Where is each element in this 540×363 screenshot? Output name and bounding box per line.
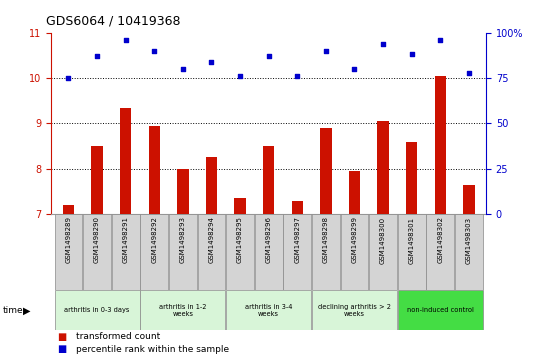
Text: GSM1498293: GSM1498293 (180, 216, 186, 264)
Bar (312, 290, 397, 330)
Text: ▶: ▶ (23, 305, 30, 315)
Point (150, 48, 159, 54)
Bar (406, 142, 417, 214)
Bar (377, 121, 389, 214)
Bar (255, 214, 282, 290)
Text: declining arthritis > 2
weeks: declining arthritis > 2 weeks (318, 304, 391, 317)
Bar (148, 126, 160, 214)
Text: GDS6064 / 10419368: GDS6064 / 10419368 (46, 15, 180, 28)
Text: transformed count: transformed count (76, 333, 160, 341)
Point (464, 70, 473, 76)
Bar (398, 290, 483, 330)
Bar (198, 214, 225, 290)
Bar (83, 214, 111, 290)
Bar (341, 214, 368, 290)
Text: GSM1498301: GSM1498301 (409, 216, 415, 264)
Bar (234, 198, 246, 214)
Text: ■: ■ (57, 332, 66, 342)
Point (207, 59, 216, 65)
Bar (320, 128, 332, 214)
Bar (263, 146, 274, 214)
Text: GSM1498303: GSM1498303 (466, 216, 472, 264)
Bar (120, 107, 131, 214)
Text: GSM1498292: GSM1498292 (151, 216, 157, 263)
Bar (140, 290, 225, 330)
Text: GSM1498291: GSM1498291 (123, 216, 129, 264)
Point (179, 66, 187, 72)
Text: non-induced control: non-induced control (407, 307, 474, 313)
Point (64, 75, 73, 81)
Bar (435, 76, 446, 214)
Point (407, 52, 416, 57)
Bar (284, 214, 311, 290)
Bar (226, 290, 311, 330)
Bar (349, 171, 360, 214)
Bar (312, 214, 340, 290)
Bar (177, 169, 188, 214)
Point (293, 73, 301, 79)
Text: arthritis in 3-4
weeks: arthritis in 3-4 weeks (245, 304, 292, 317)
Text: GSM1498296: GSM1498296 (266, 216, 272, 264)
Point (350, 66, 359, 72)
Bar (455, 214, 483, 290)
Text: GSM1498297: GSM1498297 (294, 216, 300, 264)
Point (321, 48, 330, 54)
Bar (427, 214, 454, 290)
Bar (398, 214, 426, 290)
Text: GSM1498300: GSM1498300 (380, 216, 386, 264)
Text: ■: ■ (57, 344, 66, 354)
Text: arthritis in 1-2
weeks: arthritis in 1-2 weeks (159, 304, 207, 317)
Bar (369, 214, 397, 290)
Point (379, 41, 387, 46)
Bar (140, 214, 168, 290)
Text: GSM1498290: GSM1498290 (94, 216, 100, 264)
Bar (91, 146, 103, 214)
Point (436, 37, 444, 43)
Text: GSM1498289: GSM1498289 (65, 216, 71, 264)
Bar (292, 201, 303, 214)
Point (93, 53, 102, 59)
Text: GSM1498299: GSM1498299 (352, 216, 357, 264)
Bar (206, 158, 217, 214)
Bar (55, 214, 82, 290)
Text: GSM1498294: GSM1498294 (208, 216, 214, 263)
Bar (463, 185, 475, 214)
Bar (63, 205, 74, 214)
Bar (226, 214, 254, 290)
Text: GSM1498298: GSM1498298 (323, 216, 329, 264)
Text: arthritis in 0-3 days: arthritis in 0-3 days (64, 307, 130, 313)
Text: time: time (3, 306, 23, 315)
Point (236, 73, 245, 79)
Bar (112, 214, 139, 290)
Point (265, 53, 273, 59)
Text: percentile rank within the sample: percentile rank within the sample (76, 345, 229, 354)
Bar (55, 290, 139, 330)
Bar (169, 214, 197, 290)
Point (122, 37, 130, 43)
Text: GSM1498295: GSM1498295 (237, 216, 243, 263)
Text: GSM1498302: GSM1498302 (437, 216, 443, 264)
